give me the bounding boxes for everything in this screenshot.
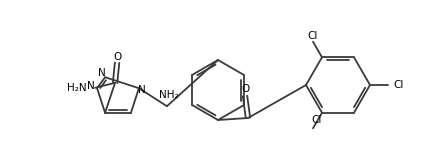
Text: Cl: Cl [308,31,318,41]
Text: N: N [87,81,95,91]
Text: N: N [98,68,106,78]
Text: H₂N: H₂N [67,83,87,93]
Text: O: O [241,84,249,94]
Text: Cl: Cl [311,115,321,125]
Text: O: O [113,52,121,62]
Text: Cl: Cl [393,80,404,90]
Text: NH₂: NH₂ [159,90,179,100]
Text: N: N [138,85,146,95]
